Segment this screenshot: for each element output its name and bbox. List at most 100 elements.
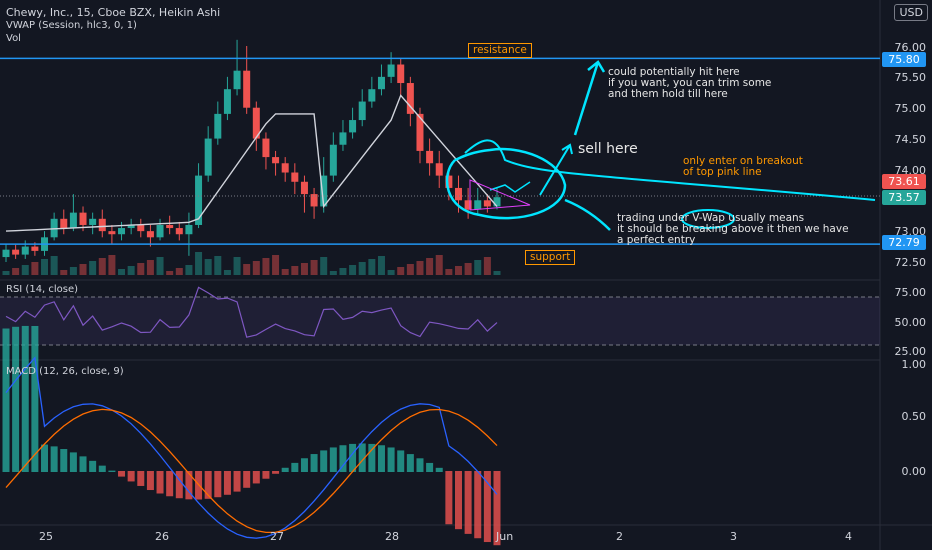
macd-histogram-bar (127, 471, 135, 482)
candle-body (156, 224, 164, 238)
macd-histogram-bar (60, 449, 68, 472)
candle-body (12, 249, 20, 255)
candle-body (349, 120, 357, 133)
note-line: if you want, you can trim some (608, 77, 772, 89)
date-tick: 3 (730, 530, 737, 543)
macd-histogram-bar (223, 471, 231, 495)
volume-bar (377, 256, 385, 275)
candle-body (252, 107, 260, 139)
volume-bar (233, 257, 241, 275)
volume-bar (445, 269, 453, 275)
volume-bar (291, 266, 299, 275)
chart-title: Chewy, Inc., 15, Cboe BZX, Heikin Ashi (6, 6, 221, 19)
volume-bar (339, 268, 347, 275)
volume-bar (426, 258, 434, 275)
volume-bar (31, 262, 39, 275)
candle-body (31, 246, 39, 251)
rsi-band (0, 297, 880, 345)
date-tick: 27 (270, 530, 284, 543)
macd-histogram-bar (185, 471, 193, 500)
macd-histogram-bar (233, 471, 241, 492)
vwap-price-tag: 73.57 (882, 190, 926, 205)
price-tick: 75.00 (894, 102, 927, 115)
volume-bar (387, 270, 395, 275)
macd-histogram-bar (243, 471, 251, 488)
macd-histogram-bar (387, 447, 395, 472)
macd-histogram-bar (146, 471, 154, 491)
vol-legend: Vol (6, 33, 21, 44)
price-tick: 75.50 (894, 71, 927, 84)
macd-histogram-bar (339, 445, 347, 472)
candle-body (21, 246, 29, 255)
signal-line (5, 408, 498, 534)
volume-bar (416, 261, 424, 275)
support-label: support (525, 250, 576, 265)
candle-body (69, 212, 77, 229)
macd-histogram-bar (252, 471, 260, 484)
macd-histogram-bar (445, 471, 453, 525)
candle-body (493, 197, 501, 207)
candle-body (291, 172, 299, 182)
macd-histogram-bar (69, 452, 77, 472)
macd-tick: 1.00 (901, 358, 927, 371)
candle-body (416, 113, 424, 151)
candle-body (50, 218, 58, 238)
candle-body (185, 224, 193, 235)
macd-histogram-bar (368, 443, 376, 472)
candle-body (118, 228, 126, 235)
candle-body (368, 89, 376, 102)
candle-body (223, 89, 231, 114)
rsi-line (5, 286, 498, 338)
drawn-vwap-circle (681, 209, 735, 229)
volume-bar (483, 257, 491, 275)
volume-bar (185, 265, 193, 275)
resistance-label: resistance (468, 43, 532, 58)
volume-bar (454, 266, 462, 275)
date-tick: 26 (155, 530, 169, 543)
note-line: only enter on breakout (683, 155, 803, 167)
volume-bar (223, 270, 231, 275)
macd-histogram-bar (474, 471, 482, 539)
currency-button[interactable]: USD (894, 4, 928, 21)
date-tick: 2 (616, 530, 623, 543)
volume-bar (474, 260, 482, 275)
macd-histogram-bar (137, 471, 145, 486)
note-line: a perfect entry (617, 234, 696, 246)
volume-bar (137, 263, 145, 275)
macd-histogram-bar (397, 450, 405, 472)
candle-body (474, 200, 482, 210)
volume-bar (300, 263, 308, 275)
drawn-arrow-up (573, 60, 606, 136)
rsi-legend: RSI (14, close) (6, 284, 79, 295)
note-line: it should be breaking above it then we h… (617, 223, 849, 235)
candle-body (329, 144, 337, 176)
macd-histogram-bar (31, 325, 39, 472)
volume-bar (12, 268, 20, 275)
volume-bar (118, 269, 126, 275)
volume-bar (69, 267, 77, 275)
volume-bar (156, 257, 164, 275)
volume-bar (464, 263, 472, 275)
note-line: of top pink line (683, 166, 762, 178)
candle-body (310, 194, 318, 207)
volume-bar (204, 259, 212, 275)
note-line: could potentially hit here (608, 66, 740, 78)
volume-bar (406, 264, 414, 275)
macd-histogram-bar (79, 456, 87, 472)
volume-bar (214, 256, 222, 275)
volume-bar (262, 258, 270, 275)
volume-bar (166, 271, 174, 275)
candle-body (233, 70, 241, 90)
candle-body (175, 228, 183, 235)
price-tick: 72.50 (894, 256, 927, 269)
candle-body (483, 200, 491, 207)
candle-body (406, 83, 414, 114)
macd-histogram-bar (435, 467, 443, 472)
drawn-line-to-breakout (464, 139, 876, 201)
candle-body (262, 138, 270, 158)
macd-histogram-bar (300, 458, 308, 472)
candle-body (435, 163, 443, 176)
volume-bar (41, 259, 49, 275)
volume-bar (493, 271, 501, 275)
